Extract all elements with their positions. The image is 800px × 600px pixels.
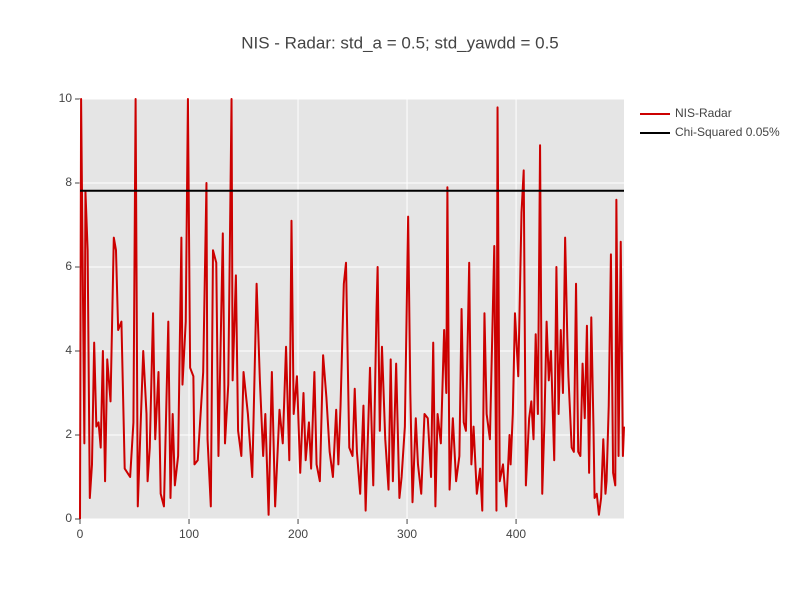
series-line <box>79 98 625 520</box>
x-tick-label: 400 <box>506 527 526 541</box>
y-tick-label: 8 <box>65 175 72 189</box>
chart-title: NIS - Radar: std_a = 0.5; std_yawdd = 0.… <box>241 33 559 52</box>
y-tick-label: 4 <box>65 343 72 357</box>
y-tick-label: 0 <box>65 511 72 525</box>
legend-label: Chi-Squared 0.05% <box>675 125 780 139</box>
x-tick-label: 200 <box>288 527 308 541</box>
x-tick-label: 100 <box>179 527 199 541</box>
x-tick-label: 300 <box>397 527 417 541</box>
y-tick-label: 2 <box>65 427 72 441</box>
y-tick-label: 6 <box>65 259 72 273</box>
legend-label: NIS-Radar <box>675 106 732 120</box>
y-tick-label: 10 <box>59 91 73 105</box>
x-tick-label: 0 <box>77 527 84 541</box>
